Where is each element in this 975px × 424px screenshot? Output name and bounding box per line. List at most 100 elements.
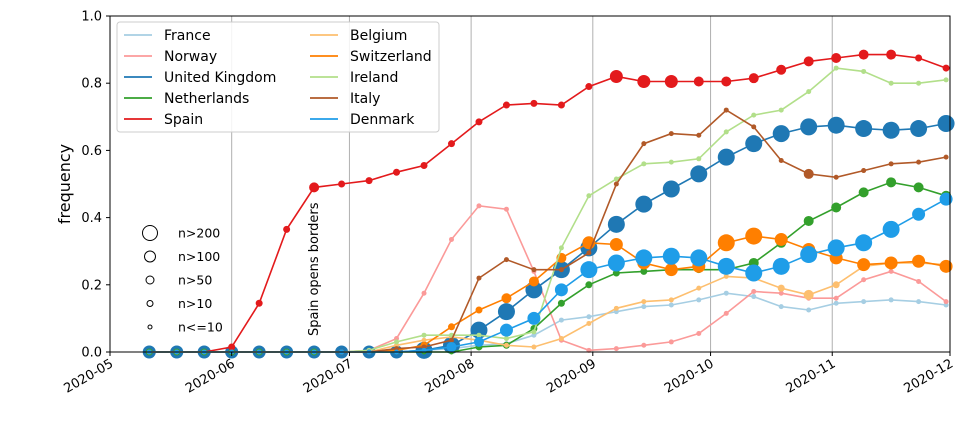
legend-item-ireland: Ireland bbox=[310, 70, 398, 86]
y-axis: 0.0 0.2 0.4 0.6 0.8 1.0 bbox=[81, 10, 110, 361]
data-point-spain bbox=[803, 56, 814, 67]
data-point-france bbox=[888, 297, 894, 303]
data-point-spain bbox=[609, 69, 623, 83]
size-legend-marker bbox=[147, 324, 153, 330]
data-point-france bbox=[723, 290, 729, 296]
data-point-denmark bbox=[662, 247, 680, 265]
data-point-italy bbox=[778, 157, 784, 163]
data-point-norway bbox=[421, 290, 427, 296]
data-point-spain bbox=[721, 76, 732, 87]
data-point-denmark bbox=[607, 254, 625, 272]
annotation-spain-opens-borders: Spain opens borders bbox=[307, 202, 322, 336]
size-legend-marker bbox=[142, 225, 158, 241]
data-point-italy bbox=[723, 107, 729, 113]
data-point-united-kingdom bbox=[800, 118, 818, 136]
data-point-norway bbox=[861, 277, 867, 283]
data-point-switzerland bbox=[912, 254, 926, 268]
data-point-belgium bbox=[586, 320, 592, 326]
data-point-france bbox=[833, 300, 839, 306]
data-point-norway bbox=[668, 339, 674, 345]
data-point-denmark bbox=[446, 341, 457, 352]
data-point-denmark bbox=[827, 239, 845, 257]
data-point-norway bbox=[641, 342, 647, 348]
size-legend-marker bbox=[145, 275, 155, 285]
data-point-norway bbox=[476, 203, 482, 209]
y-tick-label: 0.8 bbox=[81, 77, 102, 92]
data-point-united-kingdom bbox=[910, 120, 928, 138]
data-point-italy bbox=[751, 124, 757, 130]
data-point-belgium bbox=[503, 342, 509, 348]
data-point-france bbox=[861, 299, 867, 305]
data-point-belgium bbox=[613, 305, 619, 311]
data-point-italy bbox=[916, 159, 922, 165]
data-point-norway bbox=[888, 268, 894, 274]
data-point-italy bbox=[668, 131, 674, 137]
data-point-switzerland bbox=[717, 234, 735, 252]
legend-label: Belgium bbox=[350, 28, 407, 44]
data-point-switzerland bbox=[528, 276, 539, 287]
legend-box bbox=[116, 21, 440, 133]
data-point-italy bbox=[943, 154, 949, 160]
legend-label: Ireland bbox=[350, 70, 398, 86]
legend-label: Netherlands bbox=[164, 91, 249, 107]
legend-item-france: France bbox=[124, 28, 211, 44]
data-point-ireland bbox=[394, 339, 400, 345]
data-point-norway bbox=[751, 289, 757, 295]
size-legend-marker bbox=[146, 300, 154, 307]
data-point-norway bbox=[723, 310, 729, 316]
data-point-netherlands bbox=[913, 182, 924, 193]
data-point-netherlands bbox=[612, 269, 620, 277]
data-point-united-kingdom bbox=[937, 115, 955, 133]
data-point-italy bbox=[476, 275, 482, 281]
data-point-spain bbox=[228, 343, 236, 351]
data-point-spain bbox=[338, 180, 346, 188]
data-point-france bbox=[641, 304, 647, 310]
data-point-belgium bbox=[832, 281, 840, 289]
data-point-france bbox=[778, 304, 784, 310]
size-legend-marker bbox=[144, 250, 156, 263]
legend-item-spain: Spain bbox=[124, 112, 203, 128]
data-point-spain bbox=[393, 168, 401, 176]
data-point-denmark bbox=[527, 311, 541, 325]
data-point-united-kingdom bbox=[635, 195, 653, 213]
data-point-ireland bbox=[778, 107, 784, 113]
data-point-italy bbox=[861, 168, 867, 174]
data-point-united-kingdom bbox=[662, 180, 680, 198]
data-point-switzerland bbox=[745, 227, 763, 245]
data-point-ireland bbox=[613, 176, 619, 182]
data-point-italy bbox=[613, 181, 619, 187]
data-point-denmark bbox=[939, 192, 953, 206]
legend-item-belgium: Belgium bbox=[310, 28, 407, 44]
data-point-switzerland bbox=[857, 258, 871, 272]
data-point-united-kingdom bbox=[855, 120, 873, 138]
data-point-norway bbox=[916, 278, 922, 284]
data-point-denmark bbox=[912, 207, 926, 221]
data-point-united-kingdom bbox=[525, 281, 543, 299]
y-tick-label: 0.4 bbox=[81, 211, 102, 226]
series-spain bbox=[146, 49, 950, 355]
data-point-spain bbox=[776, 64, 787, 75]
data-point-italy bbox=[696, 132, 702, 138]
legend-label: Italy bbox=[350, 91, 380, 107]
legend-item-norway: Norway bbox=[124, 49, 217, 65]
data-point-spain bbox=[748, 73, 759, 84]
data-point-ireland bbox=[751, 112, 757, 118]
data-point-denmark bbox=[717, 257, 735, 275]
data-point-ireland bbox=[503, 336, 509, 342]
y-tick-label: 1.0 bbox=[81, 10, 102, 25]
data-point-ireland bbox=[668, 159, 674, 165]
data-point-netherlands bbox=[858, 187, 869, 198]
data-point-spain bbox=[283, 225, 291, 233]
data-point-spain bbox=[309, 182, 320, 193]
data-point-spain bbox=[420, 162, 428, 170]
data-point-ireland bbox=[476, 332, 482, 338]
data-point-netherlands bbox=[557, 299, 565, 307]
data-point-united-kingdom bbox=[882, 121, 900, 139]
data-point-switzerland bbox=[447, 323, 455, 331]
data-point-switzerland bbox=[475, 306, 483, 314]
data-point-united-kingdom bbox=[745, 135, 763, 153]
data-point-belgium bbox=[668, 297, 674, 303]
data-point-ireland bbox=[531, 329, 537, 335]
data-point-netherlands bbox=[803, 215, 814, 226]
